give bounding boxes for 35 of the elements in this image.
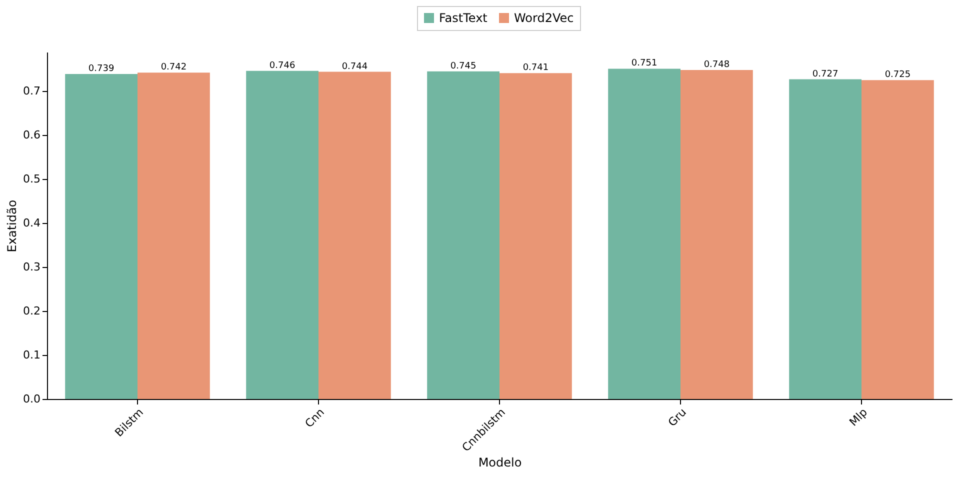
x-tick-label: Cnn [302, 406, 328, 430]
data-label: 0.745 [450, 61, 476, 72]
y-tick-label: 0.7 [23, 84, 40, 98]
legend-label: Word2Vec [514, 11, 574, 25]
bar [246, 70, 318, 399]
y-tick-label: 0.4 [23, 216, 40, 230]
x-tick-label: Gru [666, 406, 689, 430]
data-label: 0.746 [269, 60, 296, 71]
data-label: 0.725 [884, 70, 911, 80]
x-axis-title: Modelo [478, 456, 522, 470]
bar [680, 70, 753, 399]
data-label: 0.751 [631, 58, 658, 69]
y-tick-label: 0.0 [23, 392, 40, 406]
bar [427, 71, 500, 399]
y-tick-label: 0.2 [23, 304, 40, 318]
legend-label: FastText [439, 11, 488, 25]
bar [65, 74, 138, 399]
data-label: 0.741 [522, 63, 549, 74]
y-axis-title: Exatidão [5, 200, 20, 252]
bar [608, 68, 680, 399]
bar [500, 73, 572, 399]
data-label: 0.742 [160, 62, 187, 73]
y-tick-label: 0.6 [23, 128, 40, 142]
data-label: 0.748 [704, 60, 730, 70]
data-label: 0.739 [88, 64, 114, 74]
data-label: 0.727 [812, 69, 838, 80]
y-tick-label: 0.1 [23, 348, 40, 362]
bar [862, 80, 934, 399]
data-label: 0.744 [342, 62, 368, 72]
bar [789, 79, 862, 399]
bar [318, 72, 391, 399]
y-tick-label: 0.3 [23, 260, 40, 274]
x-tick-label: Mlp [846, 406, 870, 429]
y-tick-label: 0.5 [23, 172, 40, 186]
bar [138, 72, 210, 399]
